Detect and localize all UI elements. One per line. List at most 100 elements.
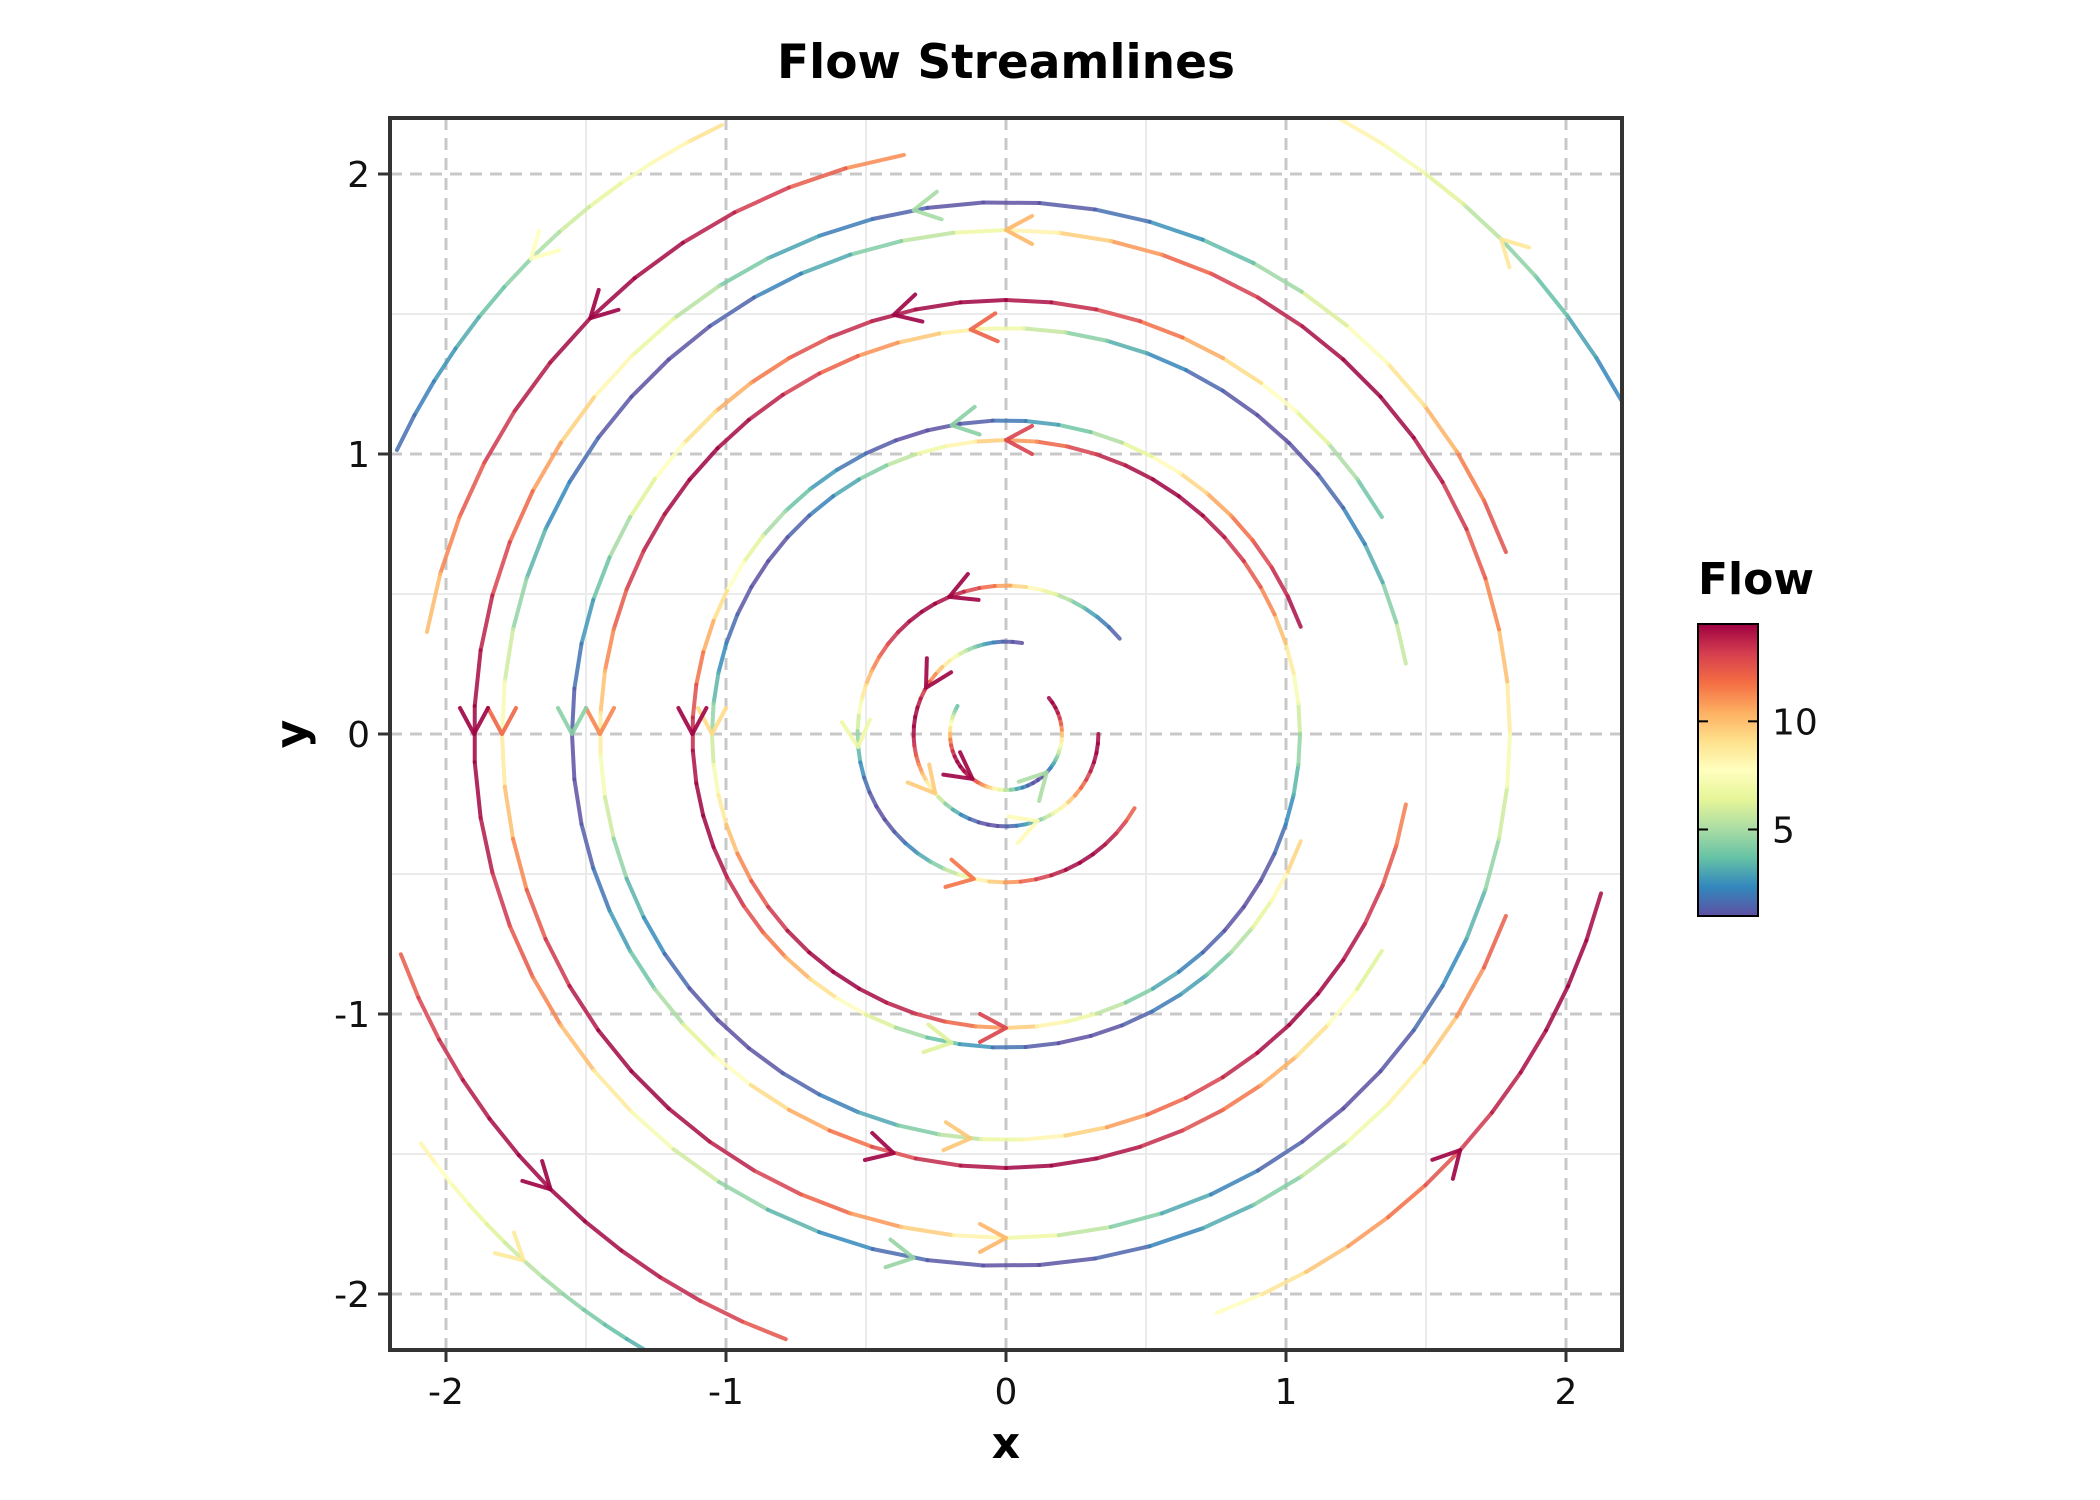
streamline-segment [817,1230,875,1251]
streamline-segment [1056,230,1113,244]
streamline-segment [951,228,1008,235]
streamline-segment [482,408,517,465]
streamline-segment [572,641,584,691]
streamline-segment [567,984,601,1033]
streamline-segment [611,836,629,881]
streamline-segment [1362,883,1385,926]
streamline-segment [895,331,942,345]
streamline-segment [895,1123,942,1137]
streamline-segment [502,784,516,841]
streamline-segment [694,781,706,818]
streamline-segment [783,487,813,514]
streamline-segment [1092,1244,1152,1261]
streamline-segment [1566,938,1589,989]
streamline-segment [1204,950,1234,977]
streamline-segment [1411,984,1445,1033]
streamline-segment [1394,802,1408,848]
streamline-segment [951,1233,1008,1240]
streamline-segment [1283,641,1296,675]
streamline-arrow [968,311,1000,344]
streamline-segment [1422,403,1459,454]
streamline-segment [685,122,725,145]
streamline-segment [490,870,512,928]
streamline-segment [1380,141,1427,175]
streamline-segment [711,762,721,798]
streamline-segment [707,295,756,329]
streamline-segment [657,1275,703,1303]
streamline-segment [1034,1019,1070,1029]
streamline-segment [1222,535,1246,564]
streamline-segment [1362,542,1385,585]
streamline-segment [607,908,633,953]
streamline-segment [1483,576,1501,632]
streamline-segment [629,316,676,358]
streamline-segment [524,527,548,581]
streamline-segment [937,1132,984,1142]
streamline-segment [1065,1011,1099,1024]
colorbar-tick-label: 5 [1772,810,1795,851]
streamline-segment [1294,409,1331,446]
x-tick-label: 1 [1275,1372,1298,1413]
streamline-segment [1002,879,1023,885]
streamline-segment [817,354,860,376]
streamline-segment [521,1258,546,1280]
streamline-segment [885,630,901,647]
streamline-segment [1272,612,1288,646]
streamline-segment [1299,289,1349,328]
streamline-segment [680,210,737,245]
streamline-segment [834,996,868,1017]
streamline-segment [524,887,548,941]
streamline-segment [1004,438,1039,444]
streamline-segment [1304,1244,1351,1274]
streamline-segment [855,1109,900,1128]
streamline-segment [925,1258,986,1268]
streamline-segment [973,1024,1008,1030]
streamline-segment [749,559,771,589]
streamline-segment [867,790,879,809]
streamline-segment [1123,463,1155,482]
streamline-segment [1004,1024,1039,1030]
streamline-segment [1094,452,1128,468]
streamline-segment [698,1298,745,1324]
streamline-segment [501,256,533,290]
streamline-segment [687,446,720,482]
streamline-segment [741,903,766,935]
streamline-segment [716,641,729,675]
streamline-segment [1258,851,1277,883]
streamline-segment [1145,1095,1188,1117]
streamline-segment [859,683,868,703]
streamline-segment [915,851,933,864]
streamline-segment [717,1179,770,1212]
streamline-segment [786,166,848,190]
streamline-segment [1386,1183,1428,1220]
streamline-segment [1346,1215,1391,1249]
streamline-segment [884,1000,918,1016]
streamline-arrow [458,706,490,736]
streamline-segment [1159,1192,1213,1216]
streamline-segment [557,204,592,234]
streamline-segment [652,987,686,1027]
streamline-segment [1056,1224,1113,1238]
streamline-segment [863,1012,898,1030]
streamline-segment [1255,1023,1292,1055]
streamline-segment [1256,295,1305,329]
streamline-segment [1496,627,1510,684]
streamline-segment [1422,170,1466,207]
streamline-segment [487,1116,521,1158]
streamline-segment [1423,1148,1463,1188]
streamline-arrow [1004,214,1034,246]
streamline-segment [748,356,791,385]
streamline-segment [628,949,657,992]
streamline-segment [450,1182,472,1207]
streamline-segment [1440,936,1469,988]
streamline-segment [641,512,667,553]
streamline-segment [478,815,495,875]
streamline-segment [899,230,956,244]
streamline-segment [1200,928,1227,955]
streamline-segment [1355,949,1384,992]
streamline-arrow [911,189,944,222]
streamline-segment [1208,271,1260,300]
streamline-segment [717,256,770,289]
streamline-segment [1145,351,1188,373]
streamline-segment [882,817,897,834]
